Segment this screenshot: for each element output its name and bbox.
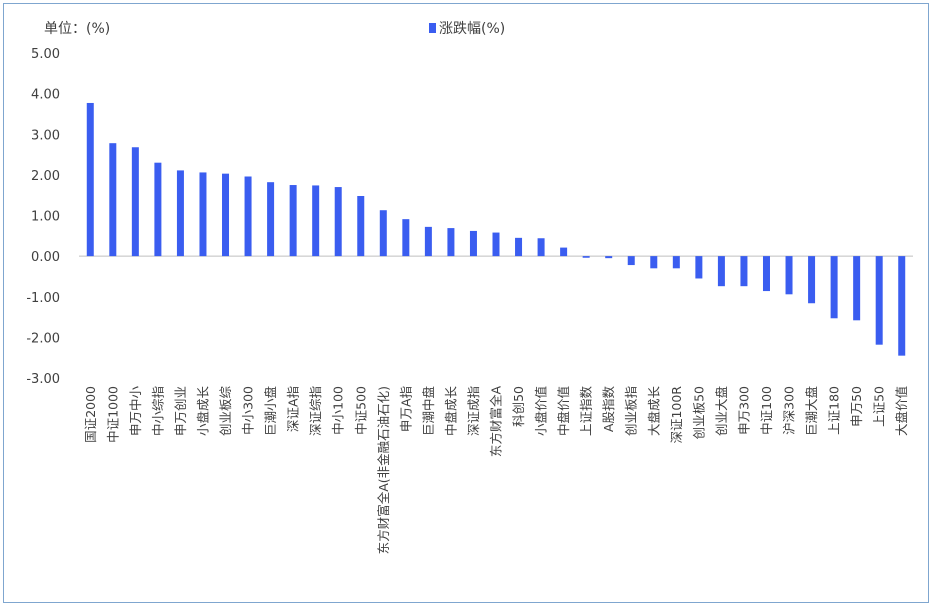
x-tick-label: 创业大盘 xyxy=(714,386,729,436)
x-tick-label: 中小综指 xyxy=(150,386,165,436)
x-tick-label: 沪深300 xyxy=(782,386,797,435)
bar xyxy=(131,147,139,257)
bar xyxy=(447,228,455,257)
bar xyxy=(244,176,252,257)
bar xyxy=(560,247,568,257)
x-tick-label: 巨潮中盘 xyxy=(421,386,436,436)
bar xyxy=(199,172,207,257)
bar xyxy=(515,237,523,257)
bar xyxy=(424,226,432,257)
x-tick-label: 巨潮大盘 xyxy=(804,386,819,436)
x-tick-label: 申万A指 xyxy=(398,386,413,432)
unit-label: 单位：(%) xyxy=(44,21,110,37)
x-tick-label: 中盘成长 xyxy=(443,386,458,437)
y-tick-label: 5.00 xyxy=(31,47,60,62)
bar xyxy=(267,182,275,257)
x-tick-label: 上证指数 xyxy=(579,386,594,437)
x-tick-label: 东方财富全A xyxy=(489,386,504,458)
legend: 涨跌幅(%) xyxy=(429,21,505,37)
bars xyxy=(86,102,906,356)
y-tick-label: 4.00 xyxy=(31,88,60,103)
x-tick-label: 上证180 xyxy=(827,386,842,435)
y-tick-label: -3.00 xyxy=(26,372,60,387)
bar xyxy=(650,256,658,269)
bar xyxy=(334,187,342,257)
x-tick-label: 上证50 xyxy=(872,386,887,427)
bar xyxy=(785,256,793,295)
bar xyxy=(830,256,838,319)
bar xyxy=(154,162,162,257)
x-tick-label: A股指数 xyxy=(601,386,616,433)
x-tick-label: 中小100 xyxy=(331,386,346,435)
x-tick-label: 申万创业 xyxy=(173,386,188,436)
legend-label: 涨跌幅(%) xyxy=(439,21,505,37)
bar xyxy=(492,232,500,257)
x-tick-label: 深证综指 xyxy=(308,386,323,436)
bar xyxy=(627,256,635,266)
x-tick-label: 中证500 xyxy=(353,386,368,435)
x-tick-label: 创业板指 xyxy=(624,386,639,436)
x-tick-label: 申万300 xyxy=(736,386,751,435)
bar xyxy=(605,256,613,259)
x-tick-label: 科创50 xyxy=(511,386,526,427)
x-tick-label: 创业板50 xyxy=(691,386,706,439)
legend-swatch xyxy=(429,23,436,33)
x-tick-label: 创业板综 xyxy=(218,386,233,437)
x-tick-label: 小盘成长 xyxy=(195,386,210,437)
y-tick-label: -2.00 xyxy=(26,331,60,346)
bar-chart: 单位：(%) 涨跌幅(%) 5.00 4.00 3.00 2.00 1.00 0.00 -1… xyxy=(26,21,913,555)
bar xyxy=(402,219,410,257)
bar xyxy=(469,230,477,257)
bar xyxy=(762,256,770,292)
x-tick-label: 中证1000 xyxy=(105,386,120,443)
bar xyxy=(853,256,861,321)
x-tick-label: 中证100 xyxy=(759,386,774,435)
y-tick-label: 3.00 xyxy=(31,128,60,143)
bar xyxy=(695,256,703,279)
bar xyxy=(875,256,883,345)
x-tick-label: 申万中小 xyxy=(128,386,143,437)
x-tick-label: 中小300 xyxy=(241,386,256,435)
bar xyxy=(537,238,545,257)
x-tick-label: 大盘价值 xyxy=(894,386,909,436)
y-tick-label: 2.00 xyxy=(31,169,60,184)
bar xyxy=(808,256,816,304)
bar xyxy=(672,256,680,269)
bar xyxy=(740,256,748,287)
x-tick-label: 中盘价值 xyxy=(556,386,571,436)
x-tick-label: 东方财富全A(非金融石油石化) xyxy=(376,386,391,554)
x-tick-label: 大盘成长 xyxy=(646,386,661,437)
x-axis-labels: 国证2000 中证1000 申万中小 中小综指 申万创业 小盘成长 创业板综 中小300 巨潮小… xyxy=(83,386,909,555)
chart-frame: 单位：(%) 涨跌幅(%) 5.00 4.00 3.00 2.00 1.00 0.00 -1… xyxy=(3,3,929,603)
x-tick-label: 深证成指 xyxy=(466,386,481,436)
y-tick-label: -1.00 xyxy=(26,291,60,306)
bar xyxy=(357,196,365,257)
bar xyxy=(898,256,906,356)
x-tick-label: 申万50 xyxy=(849,386,864,427)
bar xyxy=(582,256,590,258)
x-tick-label: 国证2000 xyxy=(83,386,98,443)
y-axis: 5.00 4.00 3.00 2.00 1.00 0.00 -1.00 -2.00 -3.00 xyxy=(26,47,60,387)
bar xyxy=(176,170,184,257)
bar xyxy=(109,143,117,257)
bar xyxy=(717,256,725,287)
bar xyxy=(86,102,94,257)
bar xyxy=(222,173,230,257)
x-tick-label: 深证A指 xyxy=(286,386,301,432)
y-tick-label: 0.00 xyxy=(31,250,60,265)
x-tick-label: 深证100R xyxy=(669,386,684,444)
x-tick-label: 小盘价值 xyxy=(534,386,549,436)
y-tick-label: 1.00 xyxy=(31,210,60,225)
bar xyxy=(312,185,320,257)
x-tick-label: 巨潮小盘 xyxy=(263,386,278,436)
bar xyxy=(289,185,297,257)
bar xyxy=(379,210,387,257)
